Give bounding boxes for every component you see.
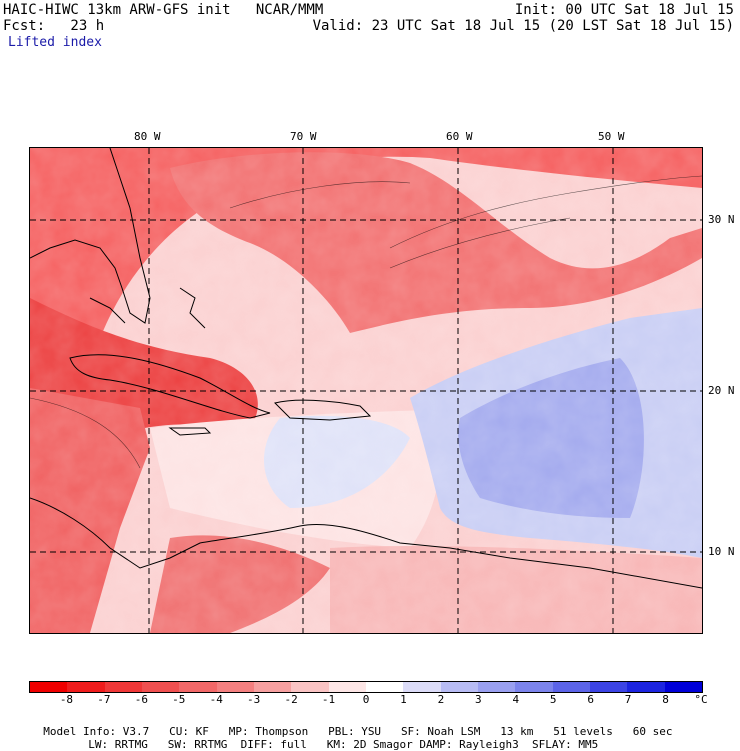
lon-label-80w: 80 W: [134, 130, 161, 143]
graticule: [30, 148, 702, 633]
colorbar-swatch: [365, 682, 404, 692]
hispaniola-coast: [274, 399, 372, 421]
footer-line-1: Model Info: V3.7 CU: KF MP: Thompson PBL…: [30, 712, 673, 738]
colorbar-swatch: [477, 682, 516, 692]
colorbar: [29, 681, 703, 693]
colorbar-swatch: [30, 682, 68, 692]
model-info: Model Info: V3.7: [43, 725, 150, 738]
contour-lines: [30, 175, 702, 469]
map-svg: [30, 148, 702, 633]
colorbar-swatch: [403, 682, 441, 692]
colorbar-swatch: [253, 682, 292, 692]
colorbar-unit: °C: [694, 693, 708, 706]
colorbar-tick-label: 3: [475, 693, 482, 706]
colorbar-tick-label: 6: [587, 693, 594, 706]
coastlines: [30, 148, 702, 589]
colorbar-swatch: [328, 682, 366, 692]
colorbar-swatch: [216, 682, 254, 692]
colorbar-tick-label: 4: [512, 693, 520, 706]
lat-label-10n: 10 N: [708, 545, 735, 558]
pbl-scheme: PBL: YSU: [328, 725, 382, 738]
contour-line: [389, 175, 702, 249]
jamaica-coast: [168, 427, 212, 436]
lon-label-70w: 70 W: [290, 130, 317, 143]
colorbar-swatch: [664, 682, 702, 692]
colorbar-tick-label: -5: [172, 693, 186, 706]
south-america-coast: [30, 497, 702, 589]
colorbar-swatch: [67, 682, 105, 692]
lifted-index-map: [29, 147, 703, 634]
colorbar-tick-label: 5: [549, 693, 557, 706]
vertical-levels: 51 levels: [553, 725, 613, 738]
colorbar-swatch: [589, 682, 628, 692]
lon-label-50w: 50 W: [598, 130, 625, 143]
colorbar-swatch: [440, 682, 478, 692]
field-name: Lifted index: [8, 35, 102, 50]
init-time: Init: 00 UTC Sat 18 Jul 15: [514, 2, 734, 18]
colorbar-swatch: [291, 682, 329, 692]
model-title: HAIC-HIWC 13km ARW-GFS init NCAR/MMM: [3, 2, 324, 18]
lat-label-30n: 30 N: [708, 213, 735, 226]
colorbar-tick-label: -4: [209, 693, 223, 706]
colorbar-swatch: [141, 682, 180, 692]
lon-label-60w: 60 W: [446, 130, 473, 143]
colorbar-tick-label: 0: [362, 693, 370, 706]
florida-coast: [30, 148, 151, 324]
lat-label-20n: 20 N: [708, 384, 735, 397]
colorbar-tick-label: -1: [321, 693, 336, 706]
colorbar-swatch: [552, 682, 590, 692]
colorbar-tick-label: 2: [437, 693, 445, 706]
colorbar-swatch: [515, 682, 553, 692]
contour-line: [389, 217, 571, 269]
mp-scheme: MP: Thompson: [228, 725, 309, 738]
contour-line: [30, 397, 141, 469]
colorbar-tick-label: 7: [624, 693, 632, 706]
colorbar-tick-label: -7: [97, 693, 111, 706]
sf-scheme: SF: Noah LSM: [400, 725, 481, 738]
grid-resolution: 13 km: [500, 725, 534, 738]
forecast-hour: Fcst: 23 h: [3, 18, 105, 34]
colorbar-swatch: [627, 682, 665, 692]
bahamas-edge: [89, 297, 126, 324]
colorbar-tick-label: -3: [247, 693, 261, 706]
colorbar-tick-label: 1: [400, 693, 407, 706]
valid-time: Valid: 23 UTC Sat 18 Jul 15 (20 LST Sat …: [312, 18, 734, 34]
cu-scheme: CU: KF: [169, 725, 209, 738]
colorbar-tick-label: 8: [662, 693, 669, 706]
colorbar-tick-label: -8: [59, 693, 74, 706]
colorbar-swatch: [104, 682, 142, 692]
colorbar-tick-label: -6: [134, 693, 148, 706]
contour-line: [229, 181, 411, 209]
cuba-coast: [69, 354, 271, 419]
footer-line-2: LW: RRTMG SW: RRTMG DIFF: full KM: 2D Sm…: [75, 725, 598, 751]
colorbar-swatch: [179, 682, 217, 692]
bahamas-islands: [179, 287, 206, 329]
colorbar-tick-label: -2: [284, 693, 298, 706]
time-step: 60 sec: [632, 725, 673, 738]
